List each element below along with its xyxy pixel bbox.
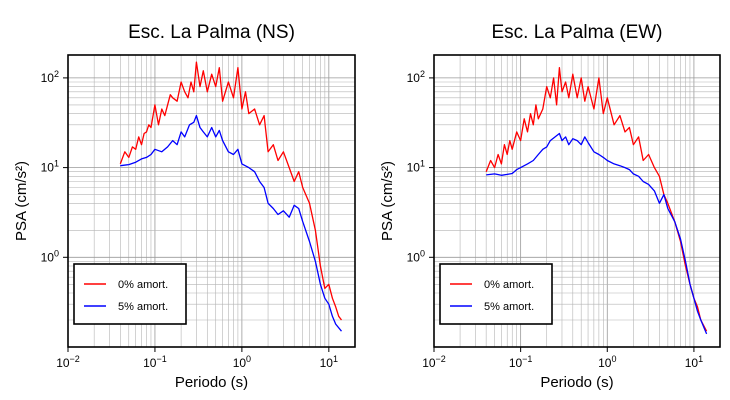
- chart-panel-0: 10−2 10−1 100 101 100 101 102 Esc. La Palma (NS…: [13, 22, 356, 391]
- x-tick-label: 10−1: [143, 354, 167, 370]
- x-tick-label: 101: [685, 354, 703, 370]
- x-tick-label: 10−2: [56, 354, 80, 370]
- series-line-0: [119, 61, 343, 321]
- chart-title: Esc. La Palma (NS): [128, 22, 295, 43]
- legend-box: [439, 263, 553, 325]
- legend-label: 5% amort.: [118, 301, 168, 313]
- legend: 0% amort. 5% amort.: [439, 263, 553, 325]
- x-tick-label: 10−2: [422, 354, 446, 370]
- legend-label: 5% amort.: [484, 301, 534, 313]
- legend-label: 0% amort.: [118, 279, 168, 291]
- y-tick-label: 101: [407, 159, 425, 175]
- y-tick-label: 101: [41, 159, 59, 175]
- y-tick-label: 100: [41, 248, 59, 264]
- x-tick-label: 100: [598, 354, 616, 370]
- legend-label: 0% amort.: [484, 279, 534, 291]
- series-line-1: [120, 114, 343, 332]
- legend: 0% amort. 5% amort.: [73, 263, 187, 325]
- y-axis-label: PSA (cm/s²): [13, 161, 30, 241]
- chart-panel-1: 10−2 10−1 100 101 100 101 102 Esc. La Palma (EW…: [379, 22, 721, 391]
- x-tick-label: 101: [320, 354, 338, 370]
- legend-box: [73, 263, 187, 325]
- y-tick-label: 100: [407, 248, 425, 264]
- y-tick-label: 102: [41, 69, 59, 85]
- x-axis-label: Periodo (s): [175, 374, 248, 391]
- x-tick-label: 10−1: [509, 354, 533, 370]
- y-axis-label: PSA (cm/s²): [379, 161, 396, 241]
- plot-frame: [67, 54, 356, 348]
- y-tick-label: 102: [407, 69, 425, 85]
- series-line-1: [486, 132, 708, 335]
- x-axis-label: Periodo (s): [540, 374, 613, 391]
- grid: [67, 55, 356, 348]
- plot-frame: [433, 54, 721, 348]
- chart-title: Esc. La Palma (EW): [491, 22, 662, 43]
- x-tick-label: 100: [233, 354, 251, 370]
